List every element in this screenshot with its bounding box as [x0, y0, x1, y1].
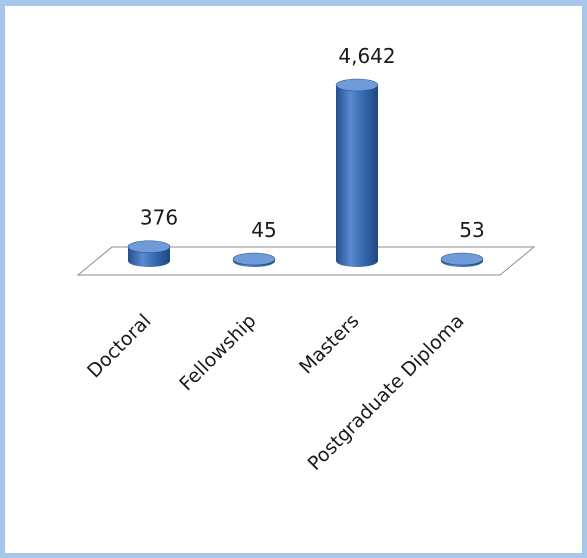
- bar-top-masters: [335, 78, 379, 92]
- bar-top-postgraduate-diploma: [440, 252, 484, 266]
- chart-floor: [76, 246, 536, 276]
- chart-area: [5, 6, 577, 553]
- bar-top-fellowship: [232, 252, 276, 266]
- value-label-doctoral: 376: [140, 206, 178, 230]
- bars-group: [127, 78, 484, 267]
- value-label-fellowship: 45: [251, 218, 276, 242]
- category-label-fellowship: Fellowship: [175, 310, 260, 395]
- value-label-postgraduate-diploma: 53: [459, 218, 484, 242]
- bar-doctoral: [127, 240, 171, 267]
- category-label-masters: Masters: [295, 310, 363, 378]
- bar-body-masters: [336, 85, 378, 267]
- bar-top-doctoral: [127, 240, 171, 254]
- bar-masters: [335, 78, 379, 267]
- bar-fellowship: [232, 252, 276, 267]
- bar-postgraduate-diploma: [440, 252, 484, 267]
- value-labels-group: 376 45 4,642 53: [140, 44, 485, 242]
- value-label-masters: 4,642: [338, 44, 395, 68]
- category-label-doctoral: Doctoral: [83, 310, 155, 382]
